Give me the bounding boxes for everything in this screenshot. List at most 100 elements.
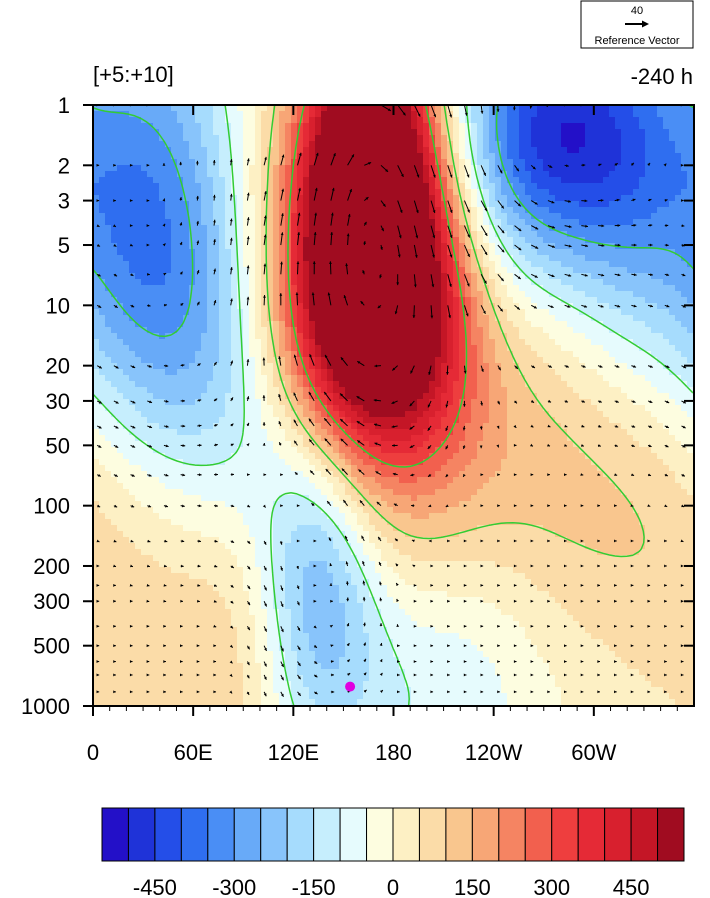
- field-cell: [369, 141, 376, 148]
- field-cell: [471, 135, 478, 142]
- field-cell: [189, 297, 196, 304]
- field-cell: [531, 147, 538, 154]
- field-cell: [579, 351, 586, 358]
- field-cell: [549, 177, 556, 184]
- field-cell: [297, 321, 304, 328]
- field-cell: [627, 285, 634, 292]
- field-cell: [111, 327, 118, 334]
- field-cell: [633, 381, 640, 388]
- field-cell: [291, 261, 298, 268]
- field-cell: [153, 105, 160, 112]
- field-cell: [273, 129, 280, 136]
- field-cell: [675, 267, 682, 274]
- field-cell: [279, 183, 286, 190]
- field-cell: [537, 129, 544, 136]
- field-cell: [573, 345, 580, 352]
- field-cell: [633, 183, 640, 190]
- field-cell: [573, 129, 580, 136]
- field-cell: [579, 333, 586, 340]
- field-cell: [585, 381, 592, 388]
- field-cell: [489, 267, 496, 274]
- field-cell: [591, 381, 598, 388]
- field-cell: [129, 105, 136, 112]
- field-cell: [231, 159, 238, 166]
- field-cell: [315, 351, 322, 358]
- field-cell: [525, 177, 532, 184]
- field-cell: [309, 177, 316, 184]
- field-cell: [621, 393, 628, 400]
- field-cell: [495, 393, 502, 400]
- field-cell: [243, 387, 250, 394]
- field-cell: [657, 309, 664, 316]
- field-cell: [531, 189, 538, 196]
- field-cell: [447, 387, 454, 394]
- field-cell: [135, 189, 142, 196]
- field-cell: [243, 111, 250, 118]
- field-cell: [153, 357, 160, 364]
- field-cell: [129, 171, 136, 178]
- field-cell: [225, 153, 232, 160]
- field-cell: [147, 123, 154, 130]
- field-cell: [183, 279, 190, 286]
- field-cell: [213, 183, 220, 190]
- field-cell: [591, 315, 598, 322]
- field-cell: [447, 177, 454, 184]
- field-cell: [687, 147, 694, 154]
- field-cell: [633, 237, 640, 244]
- field-cell: [555, 285, 562, 292]
- field-cell: [273, 117, 280, 124]
- field-cell: [207, 363, 214, 370]
- field-cell: [225, 105, 232, 112]
- field-cell: [411, 153, 418, 160]
- field-cell: [597, 369, 604, 376]
- field-cell: [273, 261, 280, 268]
- field-cell: [333, 231, 340, 238]
- field-cell: [639, 333, 646, 340]
- field-cell: [153, 237, 160, 244]
- field-cell: [501, 207, 508, 214]
- field-cell: [123, 363, 130, 370]
- field-cell: [357, 111, 364, 118]
- field-cell: [483, 273, 490, 280]
- field-cell: [375, 147, 382, 154]
- field-cell: [471, 309, 478, 316]
- field-cell: [657, 129, 664, 136]
- field-cell: [243, 309, 250, 316]
- field-cell: [669, 279, 676, 286]
- field-cell: [219, 129, 226, 136]
- field-cell: [675, 243, 682, 250]
- field-cell: [315, 195, 322, 202]
- field-cell: [249, 333, 256, 340]
- field-cell: [249, 327, 256, 334]
- field-cell: [261, 243, 268, 250]
- field-cell: [93, 351, 100, 358]
- field-cell: [141, 255, 148, 262]
- field-cell: [453, 363, 460, 370]
- field-cell: [117, 315, 124, 322]
- field-cell: [189, 363, 196, 370]
- field-cell: [369, 387, 376, 394]
- field-cell: [99, 351, 106, 358]
- field-cell: [141, 165, 148, 172]
- field-cell: [687, 357, 694, 364]
- field-cell: [399, 147, 406, 154]
- field-cell: [675, 315, 682, 322]
- field-cell: [273, 291, 280, 298]
- field-cell: [687, 141, 694, 148]
- field-cell: [231, 321, 238, 328]
- field-cell: [567, 225, 574, 232]
- field-cell: [513, 249, 520, 256]
- field-cell: [669, 147, 676, 154]
- field-cell: [237, 261, 244, 268]
- field-cell: [369, 273, 376, 280]
- field-cell: [93, 339, 100, 346]
- field-cell: [423, 393, 430, 400]
- field-cell: [387, 231, 394, 238]
- field-cell: [249, 147, 256, 154]
- field-cell: [507, 225, 514, 232]
- field-cell: [105, 159, 112, 166]
- field-cell: [315, 213, 322, 220]
- field-cell: [405, 141, 412, 148]
- field-cell: [609, 165, 616, 172]
- field-cell: [123, 117, 130, 124]
